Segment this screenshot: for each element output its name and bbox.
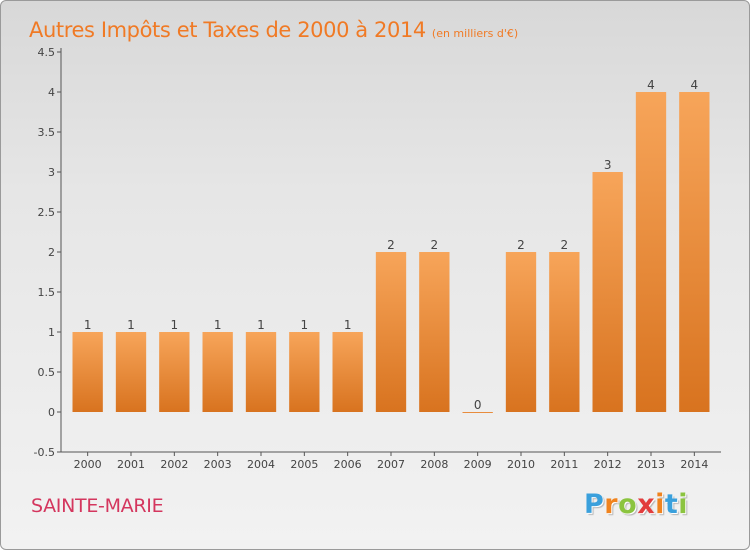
- data-label-2005: 1: [301, 318, 309, 332]
- data-label-2008: 2: [431, 238, 439, 252]
- x-tick-label-2003: 2003: [204, 458, 232, 471]
- bar-2013: [636, 92, 666, 412]
- y-tick-label: 1.5: [38, 286, 56, 299]
- x-tick-label-2004: 2004: [247, 458, 275, 471]
- y-axis-ticks: -0.5 0 0.5 1 1.5 2 2.5 3 3.5 4 4.5: [34, 46, 61, 459]
- proxiti-logo: Proxiti: [584, 489, 688, 520]
- logo-letter: i: [655, 489, 665, 520]
- x-tick-label-2014: 2014: [680, 458, 708, 471]
- bar-2004: [246, 332, 276, 412]
- bar-2001: [116, 332, 146, 412]
- y-tick-label: 3.5: [38, 126, 56, 139]
- bar-2009: [463, 412, 493, 413]
- y-tick-label: 2: [48, 246, 55, 259]
- bars: [73, 92, 710, 413]
- bar-2011: [549, 252, 579, 412]
- bar-2003: [203, 332, 233, 412]
- bar-2010: [506, 252, 536, 412]
- bar-2000: [73, 332, 103, 412]
- data-label-2006: 1: [344, 318, 352, 332]
- commune-name: SAINTE-MARIE: [31, 495, 163, 517]
- x-tick-label-2013: 2013: [637, 458, 665, 471]
- y-tick-label: 2.5: [38, 206, 56, 219]
- x-axis-ticks: 2000 2001 2002 2003 2004 2005 2006 2007 2008 2009…: [74, 452, 709, 471]
- x-tick-label-2006: 2006: [334, 458, 362, 471]
- x-tick-label-2002: 2002: [160, 458, 188, 471]
- data-label-2000: 1: [84, 318, 92, 332]
- logo-letter: o: [618, 489, 637, 520]
- logo-letter: x: [637, 489, 655, 520]
- x-tick-label-2009: 2009: [464, 458, 492, 471]
- y-tick-label: 4.5: [38, 46, 56, 59]
- x-tick-label-2005: 2005: [290, 458, 318, 471]
- data-label-2002: 1: [171, 318, 179, 332]
- logo-letter: i: [678, 489, 688, 520]
- x-tick-label-2010: 2010: [507, 458, 535, 471]
- y-tick-label: 4: [48, 86, 55, 99]
- data-label-2011: 2: [561, 238, 569, 252]
- y-tick-label: 0.5: [38, 366, 56, 379]
- data-label-2012: 3: [604, 158, 612, 172]
- logo-letter: r: [604, 489, 618, 520]
- y-tick-label: -0.5: [34, 446, 55, 459]
- logo-letter: P: [584, 489, 604, 520]
- data-label-2007: 2: [387, 238, 395, 252]
- bar-2002: [159, 332, 189, 412]
- data-label-2010: 2: [517, 238, 525, 252]
- y-tick-label: 3: [48, 166, 55, 179]
- x-tick-label-2008: 2008: [420, 458, 448, 471]
- data-label-2013: 4: [647, 78, 655, 92]
- bar-2014: [679, 92, 709, 412]
- bar-2007: [376, 252, 406, 412]
- bar-2012: [593, 172, 623, 412]
- bar-2005: [289, 332, 319, 412]
- x-tick-label-2012: 2012: [594, 458, 622, 471]
- x-tick-label-2011: 2011: [550, 458, 578, 471]
- y-tick-label: 1: [48, 326, 55, 339]
- x-tick-label-2000: 2000: [74, 458, 102, 471]
- data-label-2004: 1: [257, 318, 265, 332]
- data-label-2009: 0: [474, 398, 482, 412]
- bar-2008: [419, 252, 449, 412]
- logo-letter: t: [665, 489, 678, 520]
- y-tick-label: 0: [48, 406, 55, 419]
- data-label-2001: 1: [127, 318, 135, 332]
- bar-2006: [333, 332, 363, 412]
- x-tick-label-2001: 2001: [117, 458, 145, 471]
- x-tick-label-2007: 2007: [377, 458, 405, 471]
- data-label-2003: 1: [214, 318, 222, 332]
- data-label-2014: 4: [691, 78, 699, 92]
